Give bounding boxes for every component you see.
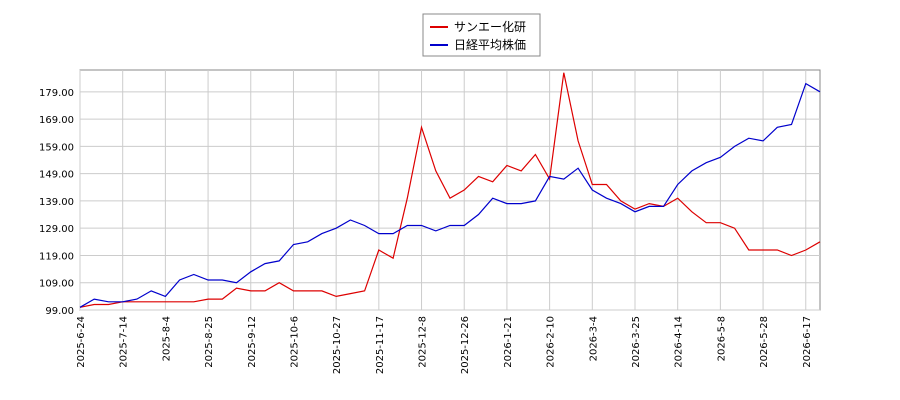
x-tick-label: 2025-12-8 — [418, 316, 429, 368]
marks — [79, 72, 821, 308]
x-tick-label: 2025-10-27 — [332, 316, 343, 374]
legend-label: サンエー化研 — [454, 20, 526, 34]
x-tick-label: 2026-4-14 — [674, 316, 685, 368]
y-tick-label: 99.00 — [45, 306, 74, 317]
x-tick-label: 2025-9-12 — [247, 316, 258, 368]
series-line — [79, 72, 821, 308]
series-line — [79, 82, 821, 308]
x-tick-label: 2026-1-21 — [503, 316, 514, 368]
y-tick-label: 129.00 — [39, 224, 74, 235]
y-tick-label: 149.00 — [39, 170, 74, 181]
grid: 99.00 109.00 119.00 129.00 139.00 149.00 159.0… — [39, 70, 820, 374]
x-tick-label: 2026-5-8 — [716, 316, 727, 361]
y-tick-label: 119.00 — [39, 251, 74, 262]
x-tick-label: 2026-6-17 — [802, 316, 813, 368]
plot-frame — [79, 69, 821, 311]
y-tick-label: 169.00 — [39, 115, 74, 126]
x-tick-label: 2026-3-25 — [631, 316, 642, 368]
y-tick-label: 159.00 — [39, 142, 74, 153]
legend-box — [422, 13, 541, 57]
x-tick-label: 2025-10-6 — [289, 316, 300, 368]
y-tick-label: 109.00 — [39, 279, 74, 290]
x-tick-label: 2026-5-28 — [759, 316, 770, 368]
y-tick-label: 179.00 — [39, 88, 74, 99]
x-tick-label: 2025-12-26 — [460, 316, 471, 374]
x-tick-label: 2025-8-4 — [161, 316, 172, 361]
x-tick-label: 2025-11-17 — [375, 316, 386, 374]
x-tick-label: 2025-8-25 — [204, 316, 215, 368]
x-tick-label: 2025-7-14 — [119, 316, 130, 368]
x-tick-label: 2026-3-4 — [588, 316, 599, 361]
x-tick-label: 2026-2-10 — [546, 316, 557, 368]
y-tick-label: 139.00 — [39, 197, 74, 208]
x-tick-label: 2025-6-24 — [76, 316, 87, 368]
legend-label: 日経平均株価 — [454, 37, 526, 52]
